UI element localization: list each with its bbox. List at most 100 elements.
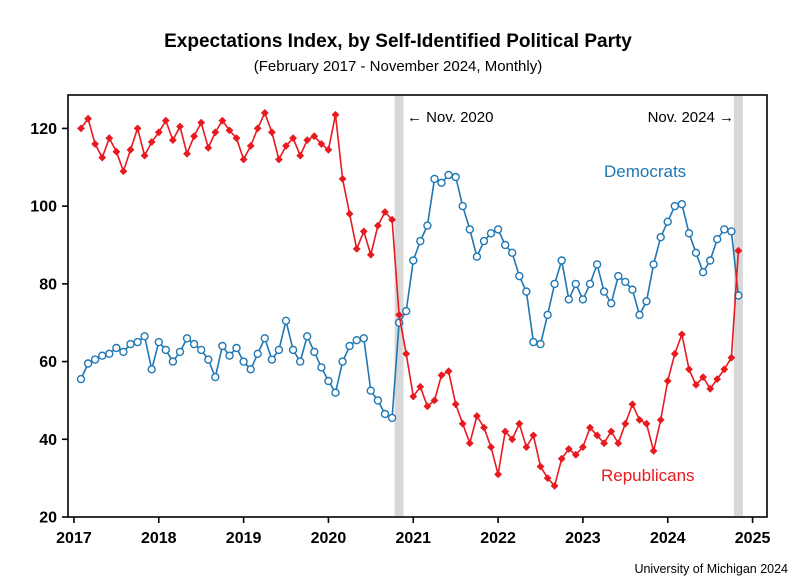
democrats-series — [76, 170, 743, 423]
republicans-data-point — [699, 373, 707, 381]
event-band-nov-2024 — [733, 96, 743, 516]
democrats-data-point — [607, 299, 616, 308]
republicans-data-point — [282, 142, 290, 150]
democrats-data-point — [331, 388, 340, 397]
x-tick-label: 2025 — [735, 530, 771, 547]
democrats-data-point — [536, 339, 545, 349]
republicans-data-point — [473, 412, 481, 420]
democrats-data-point — [260, 334, 269, 343]
democrats-data-point — [663, 217, 672, 226]
democrats-data-point — [267, 355, 277, 364]
democrats-data-point — [628, 285, 637, 294]
democrats-data-point — [211, 372, 220, 382]
democrats-data-point — [508, 248, 517, 258]
y-tick-label: 100 — [30, 199, 57, 216]
republicans-data-point — [268, 128, 276, 137]
republicans-data-point — [211, 128, 220, 137]
y-tick-label: 120 — [30, 121, 57, 138]
republicans-data-point — [147, 138, 156, 146]
democrats-data-point — [239, 357, 248, 366]
republicans-data-point — [642, 419, 651, 428]
democrats-data-point — [359, 334, 368, 343]
democrats-data-point — [642, 297, 651, 306]
republicans-data-point — [515, 419, 524, 428]
democrats-data-point — [83, 359, 93, 368]
republicans-data-point — [635, 416, 644, 424]
democrats-data-point — [140, 332, 149, 341]
democrats-data-point — [345, 341, 354, 351]
republicans-data-point — [670, 349, 679, 358]
republicans-data-point — [593, 431, 601, 440]
democrats-data-point — [90, 355, 100, 364]
democrats-data-point — [486, 229, 496, 238]
republicans-data-point — [388, 215, 396, 224]
democrats-data-point — [592, 260, 602, 269]
democrats-data-point — [423, 221, 432, 230]
democrats-data-point — [550, 279, 559, 289]
democrats-data-point — [529, 337, 538, 347]
republicans-data-point — [289, 134, 297, 142]
democrats-data-point — [720, 225, 729, 234]
republicans-data-point — [444, 367, 453, 376]
republicans-data-point — [324, 145, 333, 154]
democrats-data-point — [281, 316, 291, 325]
x-tick-label: 2022 — [480, 530, 516, 547]
republicans-data-point — [458, 419, 467, 428]
republicans-data-point — [331, 110, 340, 119]
democrats-data-point — [698, 268, 708, 277]
democrats-data-point — [501, 240, 510, 250]
republicans-data-point — [197, 118, 206, 127]
democrats-data-point — [402, 306, 411, 316]
republicans-data-point — [656, 416, 665, 424]
republicans-data-point — [621, 419, 630, 428]
nov-2020-annotation: ← Nov. 2020 — [407, 109, 494, 126]
democrats-data-point — [564, 295, 573, 304]
democrats-data-point — [119, 347, 128, 357]
democrats-data-point — [416, 236, 425, 246]
republicans-data-point — [317, 140, 326, 148]
democrats-data-point — [691, 248, 701, 258]
y-tick-label: 60 — [39, 354, 57, 371]
republicans-data-point — [154, 128, 163, 137]
x-tick-label: 2017 — [56, 530, 92, 547]
democrats-data-point — [154, 337, 164, 347]
republicans-data-point — [381, 208, 389, 216]
republicans-data-point — [366, 250, 375, 259]
y-tick-label: 20 — [39, 510, 57, 527]
democrats-data-point — [126, 339, 135, 349]
democrats-data-point — [713, 234, 722, 244]
plot-frame — [67, 94, 768, 518]
republicans-data-point — [451, 400, 460, 409]
republicans-data-point — [91, 140, 99, 148]
republicans-data-point — [239, 155, 248, 164]
democrats-data-point — [204, 355, 213, 364]
democrats-data-point — [677, 199, 687, 209]
republicans-data-point — [607, 427, 616, 436]
republicans-data-point — [586, 423, 594, 432]
republicans-data-point — [727, 353, 736, 362]
democrats-data-point — [76, 374, 86, 384]
democrats-data-point — [196, 345, 206, 355]
democrats-data-point — [522, 287, 531, 296]
democrats-data-point — [168, 357, 178, 366]
democrats-data-point — [543, 310, 552, 320]
democrats-line — [80, 174, 740, 420]
republicans-data-point — [105, 134, 114, 142]
republicans-data-point — [734, 246, 743, 255]
democrats-data-point — [571, 279, 580, 289]
democrats-data-point — [670, 201, 679, 211]
democrats-data-point — [649, 260, 658, 269]
republicans-data-point — [183, 149, 191, 158]
democrats-data-point — [303, 332, 312, 341]
republicans-data-point — [579, 443, 587, 451]
republicans-data-point — [628, 400, 637, 409]
democrats-data-point — [599, 287, 609, 296]
republicans-data-point — [494, 470, 502, 479]
republicans-data-point — [571, 450, 580, 459]
republicans-data-point — [98, 153, 107, 162]
democrats-data-point — [274, 345, 284, 355]
democrats-data-point — [133, 337, 142, 347]
democrats-data-point — [317, 363, 326, 372]
